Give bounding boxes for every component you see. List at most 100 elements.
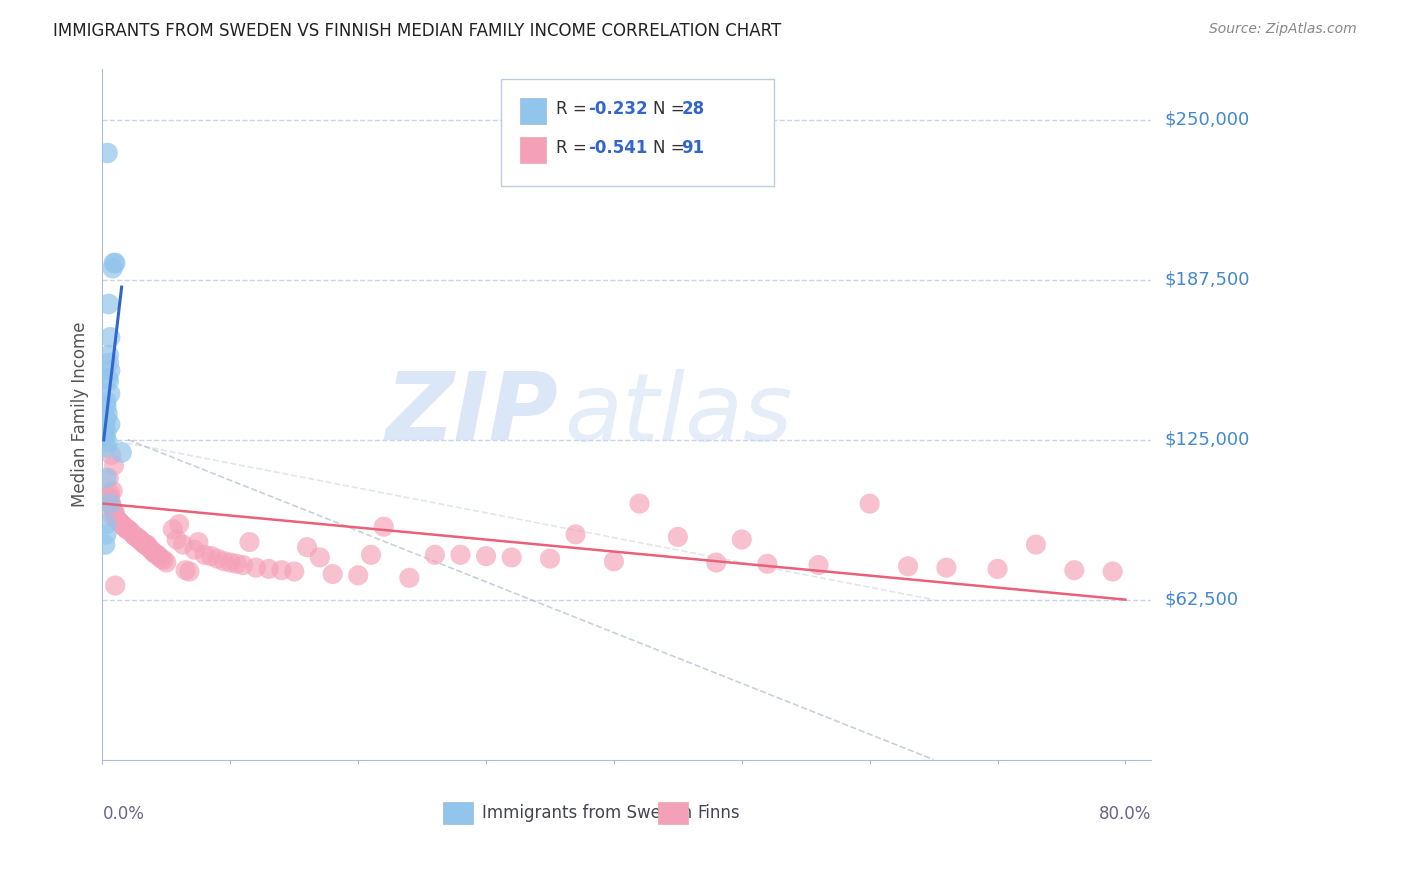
Text: 80.0%: 80.0%	[1098, 805, 1152, 822]
Point	[120, 524, 142, 539]
Text: $125,000: $125,000	[1166, 431, 1250, 449]
Point	[98, 330, 121, 344]
Point	[347, 568, 370, 582]
Point	[1101, 565, 1123, 579]
Point	[101, 483, 124, 498]
Point	[101, 501, 124, 516]
Point	[108, 515, 131, 529]
Point	[129, 533, 152, 548]
Point	[100, 448, 122, 462]
Point	[450, 548, 472, 562]
Point	[134, 538, 156, 552]
Point	[96, 425, 118, 439]
Point	[360, 548, 382, 562]
Point	[105, 512, 128, 526]
Text: N =: N =	[652, 139, 690, 157]
Text: 28: 28	[682, 100, 704, 118]
Point	[103, 504, 125, 518]
Point	[150, 551, 173, 566]
Point	[308, 550, 330, 565]
Point	[322, 567, 344, 582]
Point	[107, 513, 129, 527]
Text: Immigrants from Sweden: Immigrants from Sweden	[482, 804, 692, 822]
Point	[501, 550, 523, 565]
Point	[731, 533, 754, 547]
Point	[136, 538, 159, 552]
Point	[897, 559, 920, 574]
Point	[127, 531, 149, 545]
Point	[270, 563, 292, 577]
Point	[104, 578, 127, 592]
Point	[96, 435, 118, 450]
Point	[101, 509, 124, 524]
Point	[187, 535, 209, 549]
FancyBboxPatch shape	[501, 78, 773, 186]
Point	[118, 524, 141, 538]
Point	[238, 535, 260, 549]
Point	[98, 363, 121, 377]
Point	[1025, 538, 1047, 552]
Point	[94, 420, 117, 434]
Text: $187,500: $187,500	[1166, 270, 1250, 289]
Point	[97, 374, 120, 388]
Text: Finns: Finns	[697, 804, 740, 822]
Point	[117, 522, 139, 536]
Point	[110, 516, 132, 530]
Point	[103, 458, 125, 473]
Point	[101, 261, 124, 276]
Point	[97, 348, 120, 362]
Point	[207, 551, 229, 566]
Point	[98, 491, 121, 506]
Y-axis label: Median Family Income: Median Family Income	[72, 321, 89, 507]
Point	[183, 542, 205, 557]
Point	[110, 517, 132, 532]
FancyBboxPatch shape	[520, 137, 546, 163]
Point	[98, 486, 121, 500]
Point	[373, 519, 395, 533]
Point	[98, 417, 121, 432]
Point	[98, 386, 121, 401]
Point	[100, 497, 122, 511]
Point	[122, 527, 145, 541]
Point	[155, 556, 177, 570]
Point	[143, 547, 166, 561]
Text: R =: R =	[557, 139, 592, 157]
Point	[96, 471, 118, 485]
Point	[200, 549, 222, 563]
Point	[125, 530, 148, 544]
Point	[114, 521, 136, 535]
Point	[232, 558, 254, 572]
Point	[115, 522, 138, 536]
Point	[96, 527, 118, 541]
Point	[295, 540, 318, 554]
Point	[96, 400, 118, 414]
Point	[212, 554, 235, 568]
Point	[128, 533, 150, 547]
Point	[139, 542, 162, 557]
Point	[96, 146, 118, 161]
Point	[124, 528, 146, 542]
Point	[257, 562, 280, 576]
Point	[1063, 563, 1085, 577]
Point	[423, 548, 446, 562]
Point	[153, 553, 176, 567]
Text: -0.541: -0.541	[588, 139, 647, 157]
Point	[103, 256, 125, 270]
FancyBboxPatch shape	[658, 802, 688, 824]
Point	[538, 551, 561, 566]
Text: 91: 91	[682, 139, 704, 157]
Text: -0.232: -0.232	[588, 100, 648, 118]
Point	[859, 497, 882, 511]
Text: $62,500: $62,500	[1166, 591, 1239, 608]
Text: ZIP: ZIP	[385, 368, 558, 460]
Point	[219, 556, 242, 570]
Point	[935, 560, 957, 574]
Point	[603, 554, 626, 568]
Text: R =: R =	[557, 100, 592, 118]
Text: atlas: atlas	[564, 368, 792, 459]
Point	[148, 549, 170, 563]
Point	[94, 430, 117, 444]
Point	[132, 536, 155, 550]
Point	[162, 522, 184, 536]
Point	[96, 517, 118, 532]
